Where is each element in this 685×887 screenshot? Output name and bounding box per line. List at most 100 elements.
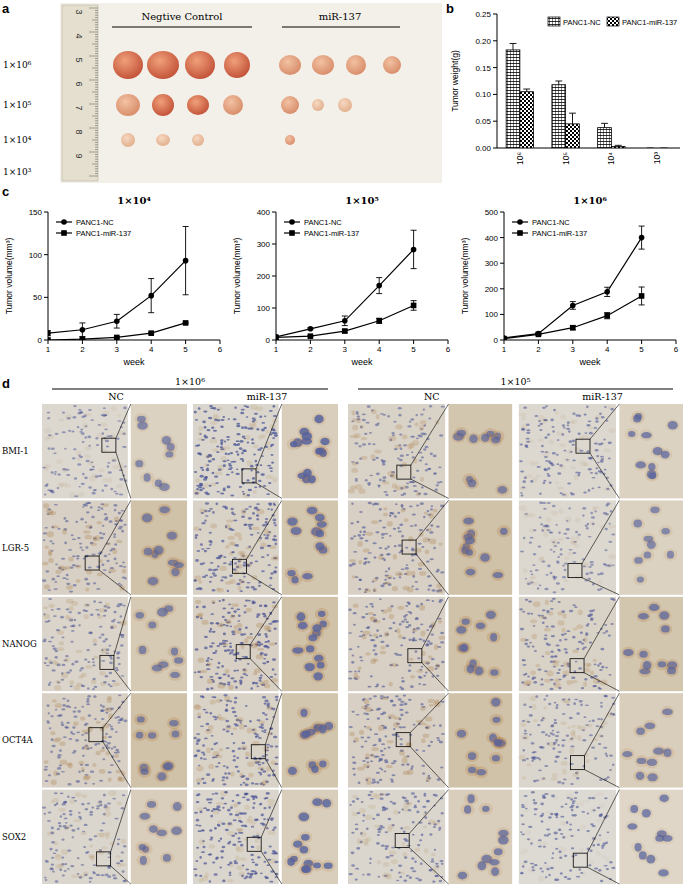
nucleus [152,664,163,671]
nucleus [264,729,267,731]
nucleus [234,697,237,699]
nucleus [233,610,237,613]
stain [225,726,231,730]
nucleus [105,733,108,736]
stain [97,615,102,619]
nucleus [195,419,198,421]
nucleus [112,874,116,876]
nucleus [220,492,224,494]
nucleus [123,524,126,526]
nucleus [170,672,180,678]
y-tick-label: 0 [38,336,43,345]
nucleus [209,544,212,546]
nucleus [148,732,156,739]
stain [48,558,54,563]
stain [207,678,214,684]
group-title: 1×10⁶ [175,376,205,387]
nucleus [246,479,249,481]
nucleus [256,428,259,431]
nucleus [72,836,75,838]
stain [43,503,49,508]
stain [89,476,96,482]
stain [260,681,265,686]
ihc-overview [42,404,128,498]
nucleus [43,532,47,534]
nucleus [226,730,230,732]
nucleus [233,759,236,761]
nucleus [239,642,243,644]
nucleus [263,731,266,733]
nucleus [97,509,100,511]
nucleus [250,534,254,536]
nucleus [222,489,225,491]
nucleus [102,758,105,760]
panel-letter: b [446,1,454,16]
nucleus [270,572,273,575]
x-tick-label: 3 [115,345,120,354]
nucleus [229,642,232,644]
nucleus [209,581,212,583]
nucleus [195,534,198,536]
nucleus [78,486,81,488]
nucleus [117,420,121,422]
nucleus [71,797,75,799]
nucleus [169,720,178,726]
nucleus [118,583,121,585]
nucleus [73,715,77,717]
nucleus [90,747,93,749]
nucleus [115,493,119,495]
legend-marker [289,219,295,225]
panel-letter: c [2,184,9,199]
stain [76,650,83,653]
nucleus [68,738,72,740]
nucleus [226,777,229,780]
bar [506,50,520,148]
stain [210,482,216,486]
nucleus [73,405,77,407]
stain [53,770,57,776]
nucleus [54,473,57,475]
stain [77,875,84,878]
nucleus [74,477,77,480]
stain [258,435,263,440]
stain [225,669,230,674]
nucleus [109,656,112,658]
nucleus [62,704,65,707]
nucleus [104,513,108,515]
stain [258,720,264,724]
stain [45,545,49,549]
nucleus [67,699,70,702]
stain [75,565,81,569]
stain [44,614,50,619]
nucleus [45,879,48,881]
stain [227,536,235,540]
nucleus [212,511,215,514]
nucleus [117,716,120,718]
nucleus [208,510,211,512]
stain [220,566,227,571]
x-axis-label: week [350,357,373,367]
nucleus [267,554,270,556]
nucleus [72,555,75,557]
stain [245,435,251,440]
nucleus [115,669,118,671]
nucleus [69,590,73,592]
nucleus [108,471,112,474]
nucleus [80,667,83,669]
nucleus [273,522,275,524]
tumor [187,95,209,115]
nucleus [300,709,307,717]
line-chart: 1×10⁵Tumor volume(mm³)010020030040012345… [232,195,451,367]
nucleus [53,647,57,650]
stain [244,639,249,644]
nucleus [206,773,210,776]
nucleus [196,588,199,590]
nucleus [255,560,258,562]
nucleus [154,546,164,555]
nucleus [290,441,297,447]
stain [102,478,108,483]
nucleus [204,435,207,438]
stain [269,642,276,646]
nucleus [52,543,55,545]
nucleus [218,677,222,679]
